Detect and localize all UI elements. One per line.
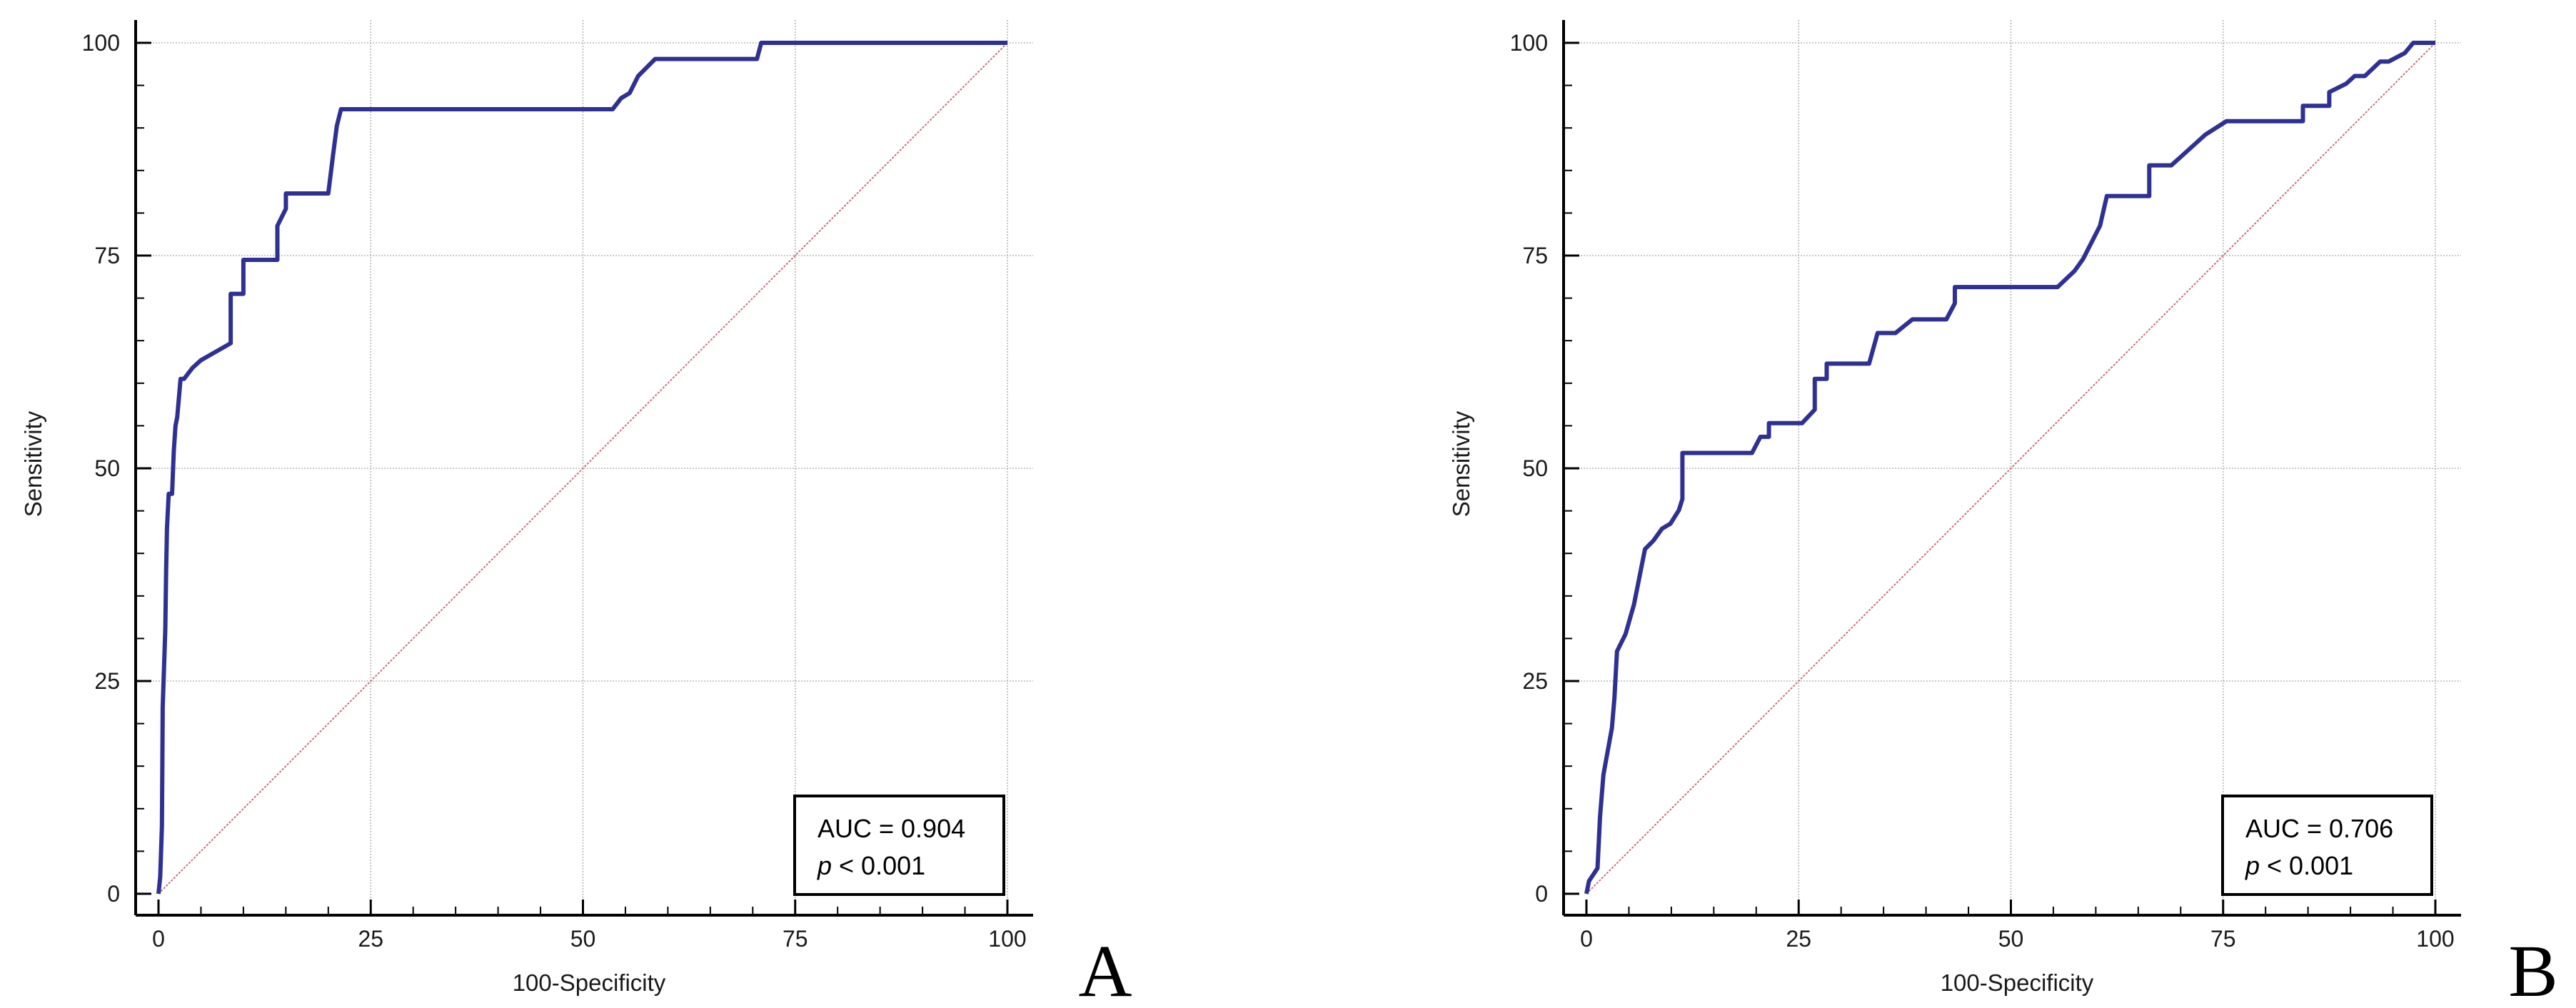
y-tick-label: 50 [94, 455, 120, 481]
x-tick-label: 50 [1998, 926, 2024, 952]
panel-label: A [1078, 930, 1132, 1008]
x-tick-label: 50 [570, 926, 596, 952]
x-tick-labels: 0 25 50 75 100 [152, 926, 1027, 952]
y-tick-label: 25 [1522, 668, 1548, 694]
x-tick-label: 100 [2416, 926, 2454, 952]
x-tick-label: 0 [152, 926, 165, 952]
auc-box-border [793, 795, 1005, 896]
y-tick-label: 25 [94, 668, 120, 694]
p-symbol: p [817, 851, 832, 880]
grid-lines [136, 20, 1033, 915]
x-tick-label: 0 [1580, 926, 1593, 952]
axes [134, 20, 1033, 917]
axes [1562, 20, 2461, 917]
panel-label: B [2508, 930, 2557, 1008]
p-value: < 0.001 [832, 851, 925, 880]
y-tick-labels: 0 25 50 75 100 [1510, 30, 1548, 907]
x-axis-title: 100-Specificity [1941, 969, 2094, 996]
x-tick-label: 100 [988, 926, 1026, 952]
auc-value: AUC = 0.904 [817, 814, 965, 843]
grid-lines [1564, 20, 2461, 915]
reference-diagonal-line [158, 42, 1008, 894]
y-tick-label: 100 [1510, 30, 1548, 56]
y-tick-label: 75 [94, 243, 120, 268]
roc-curve-line [156, 41, 1007, 894]
y-tick-label: 0 [107, 881, 120, 907]
auc-annotation-box: AUC = 0.706 p < 0.001 [2221, 795, 2433, 896]
x-tick-label: 75 [783, 926, 808, 952]
auc-value: AUC = 0.706 [2245, 814, 2393, 843]
y-tick-label: 50 [1522, 455, 1548, 481]
p-symbol: p [2245, 851, 2260, 880]
roc-chart-a: 0 25 50 75 100 0 25 50 75 100 100-Specif… [20, 20, 1132, 1008]
x-axis-title: 100-Specificity [513, 969, 666, 996]
x-tick-label: 25 [358, 926, 383, 952]
x-tick-label: 75 [2210, 926, 2236, 952]
y-tick-label: 75 [1522, 243, 1548, 268]
p-value: < 0.001 [2260, 851, 2353, 880]
x-tick-label: 25 [1786, 926, 1811, 952]
y-tick-labels: 0 25 50 75 100 [82, 30, 120, 907]
x-tick-labels: 0 25 50 75 100 [1580, 926, 2455, 952]
p-value-text: p < 0.001 [817, 851, 925, 880]
y-tick-label: 100 [82, 30, 120, 56]
roc-chart-b: 0 25 50 75 100 0 25 50 75 100 100-Specif… [1448, 20, 2558, 1008]
y-axis-title: Sensitivity [1448, 410, 1474, 517]
reference-diagonal-line [1586, 42, 2436, 894]
y-tick-label: 0 [1535, 881, 1548, 907]
p-value-text: p < 0.001 [2245, 851, 2353, 880]
roc-curve-line [1584, 41, 2435, 894]
y-axis-title: Sensitivity [20, 410, 46, 517]
auc-annotation-box: AUC = 0.904 p < 0.001 [793, 795, 1005, 896]
auc-box-border [2221, 795, 2433, 896]
